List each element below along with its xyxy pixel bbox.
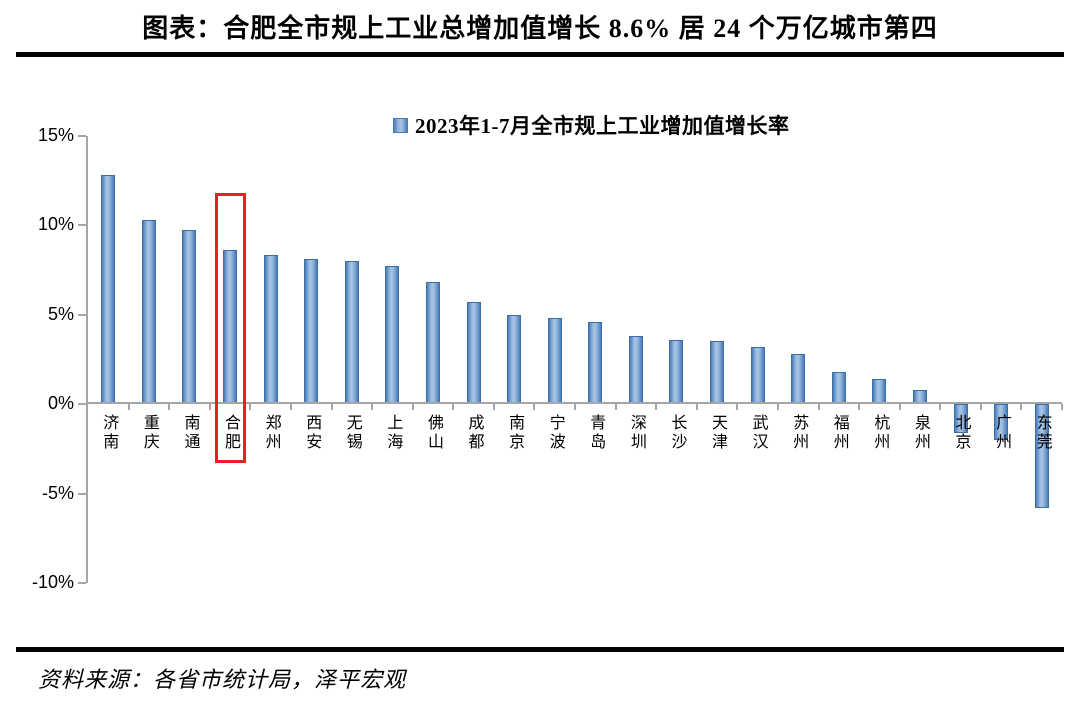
y-tick-label: 0% [47, 393, 74, 413]
x-axis-tick [817, 404, 820, 410]
x-label-青岛: 青岛 [587, 414, 605, 452]
x-axis-tick [452, 404, 455, 410]
bar-宁波 [547, 318, 562, 404]
bar-南京 [507, 314, 522, 404]
bar-福州 [831, 371, 846, 404]
x-label-东莞: 东莞 [1033, 414, 1051, 452]
y-axis-tick [78, 582, 86, 584]
x-label-无锡: 无锡 [343, 414, 361, 452]
x-label-福州: 福州 [830, 414, 848, 452]
x-label-天津: 天津 [709, 414, 727, 452]
x-label-长沙: 长沙 [668, 414, 686, 452]
y-axis-tick [78, 403, 86, 405]
x-axis-tick [289, 404, 292, 410]
x-label-泉州: 泉州 [911, 414, 929, 452]
x-label-佛山: 佛山 [424, 414, 442, 452]
bar-重庆 [141, 219, 156, 404]
x-axis-tick [371, 404, 374, 410]
bar-西安 [304, 259, 319, 404]
x-axis-tick [127, 404, 130, 410]
y-tick-label: 5% [47, 303, 74, 324]
x-label-深圳: 深圳 [627, 414, 645, 452]
highlight-box-合肥 [214, 193, 246, 463]
legend-label: 2023年1-7月全市规上工业增加值增长率 [415, 114, 790, 138]
top-divider [16, 52, 1064, 57]
x-axis-tick [533, 404, 536, 410]
source-note: 资料来源：各省市统计局，泽平宏观 [38, 667, 407, 692]
x-label-南京: 南京 [506, 414, 524, 452]
x-axis-tick [1061, 404, 1063, 410]
x-axis-line [86, 402, 1062, 404]
x-axis-tick [208, 404, 211, 410]
y-axis-tick [78, 492, 86, 495]
bar-长沙 [669, 339, 684, 404]
x-label-武汉: 武汉 [749, 414, 767, 452]
chart-legend: 2023年1-7月全市规上工业增加值增长率 [393, 110, 790, 140]
bar-济南 [101, 174, 116, 404]
x-label-济南: 济南 [100, 414, 118, 452]
x-label-西安: 西安 [303, 414, 321, 452]
y-axis-tick [78, 313, 86, 316]
bar-南通 [182, 230, 197, 404]
chart-title: 图表：合肥全市规上工业总增加值增长 8.6% 居 24 个万亿城市第四 [142, 14, 938, 43]
x-label-宁波: 宁波 [546, 414, 564, 452]
x-axis-tick [858, 404, 861, 410]
x-axis-tick [776, 404, 779, 410]
y-tick-label: -10% [31, 572, 74, 592]
y-tick-label: 15% [37, 124, 74, 145]
x-axis-tick [695, 404, 698, 410]
bar-上海 [385, 266, 400, 404]
x-axis-tick [939, 404, 942, 410]
bar-深圳 [628, 335, 643, 404]
y-tick-label: -5% [41, 482, 74, 503]
x-label-广州: 广州 [993, 414, 1011, 452]
x-axis-tick [492, 404, 495, 410]
bar-广州 [994, 404, 1009, 440]
bar-天津 [710, 341, 725, 404]
bar-成都 [466, 301, 481, 404]
bar-苏州 [791, 353, 806, 404]
y-tick-label: 10% [37, 214, 74, 234]
x-axis-tick [736, 404, 739, 410]
x-axis-tick [614, 404, 617, 410]
x-label-南通: 南通 [181, 414, 199, 452]
y-axis-tick [78, 134, 86, 137]
x-axis-tick [249, 404, 252, 410]
x-axis-tick [411, 404, 414, 410]
x-axis-tick [168, 404, 171, 410]
x-label-郑州: 郑州 [262, 414, 280, 452]
legend-marker-icon [393, 117, 408, 133]
bar-武汉 [750, 346, 765, 404]
y-axis-line [86, 135, 88, 583]
x-label-北京: 北京 [952, 414, 970, 452]
x-label-杭州: 杭州 [871, 414, 889, 452]
x-axis-tick [330, 404, 333, 410]
bar-佛山 [425, 282, 440, 404]
x-label-合肥: 合肥 [222, 414, 240, 452]
x-axis-tick [1020, 404, 1023, 410]
x-label-上海: 上海 [384, 414, 402, 452]
x-axis-tick [979, 404, 982, 410]
x-axis-tick [655, 404, 658, 410]
x-axis-tick [898, 404, 901, 410]
x-label-重庆: 重庆 [140, 414, 158, 452]
y-axis-tick [78, 224, 86, 226]
bar-东莞 [1034, 404, 1049, 508]
bar-无锡 [344, 260, 359, 404]
x-label-成都: 成都 [465, 414, 483, 452]
bar-杭州 [872, 378, 887, 404]
x-axis-tick [574, 404, 576, 410]
bar-青岛 [588, 321, 603, 404]
x-label-苏州: 苏州 [790, 414, 808, 452]
bar-郑州 [263, 255, 278, 404]
bar-北京 [953, 404, 968, 433]
bottom-divider [16, 647, 1064, 652]
